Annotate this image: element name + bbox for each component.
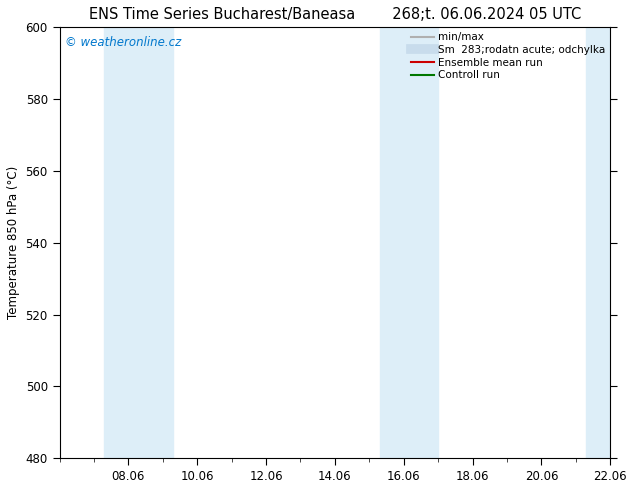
Bar — [586, 27, 611, 458]
Title: ENS Time Series Bucharest/Baneasa        268;t. 06.06.2024 05 UTC: ENS Time Series Bucharest/Baneasa 268;t.… — [89, 7, 581, 22]
Bar — [105, 27, 173, 458]
Bar — [380, 27, 438, 458]
Text: © weatheronline.cz: © weatheronline.cz — [65, 36, 181, 49]
Legend: min/max, Sm  283;rodatn acute; odchylka, Ensemble mean run, Controll run: min/max, Sm 283;rodatn acute; odchylka, … — [409, 30, 607, 82]
Y-axis label: Temperature 850 hPa (°C): Temperature 850 hPa (°C) — [7, 166, 20, 319]
